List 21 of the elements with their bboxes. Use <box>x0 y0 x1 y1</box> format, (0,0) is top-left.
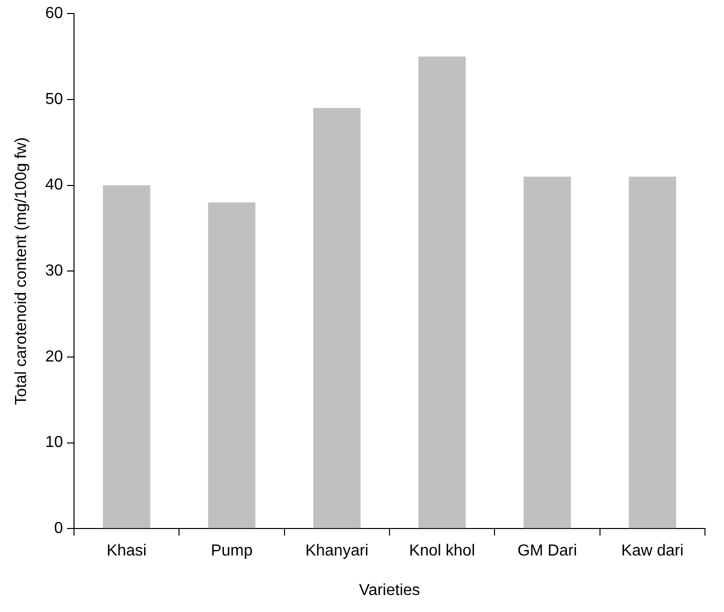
y-tick-label: 10 <box>45 434 64 452</box>
x-tick-label: Knol khol <box>409 542 475 560</box>
y-tick-label: 40 <box>45 176 64 194</box>
x-tick-label: GM Dari <box>517 542 578 560</box>
bar <box>313 108 361 528</box>
x-tick-label: Khanyari <box>305 542 368 560</box>
y-tick-label: 0 <box>54 520 64 538</box>
x-tick-label: Khasi <box>106 542 147 560</box>
y-tick-label: 60 <box>45 5 64 22</box>
bar <box>102 185 150 528</box>
bar <box>628 176 676 528</box>
y-tick-label: 50 <box>45 90 64 108</box>
bar <box>418 56 466 528</box>
y-tick-label: 30 <box>45 262 64 280</box>
y-tick-label: 20 <box>45 348 64 366</box>
bar <box>208 202 256 528</box>
x-tick-label: Pump <box>210 542 253 560</box>
bar <box>524 176 571 528</box>
y-axis-title: Total carotenoid content (mg/100g fw) <box>13 137 30 405</box>
x-axis-title: Varieties <box>358 582 420 599</box>
x-tick-label: Kaw dari <box>621 542 684 560</box>
